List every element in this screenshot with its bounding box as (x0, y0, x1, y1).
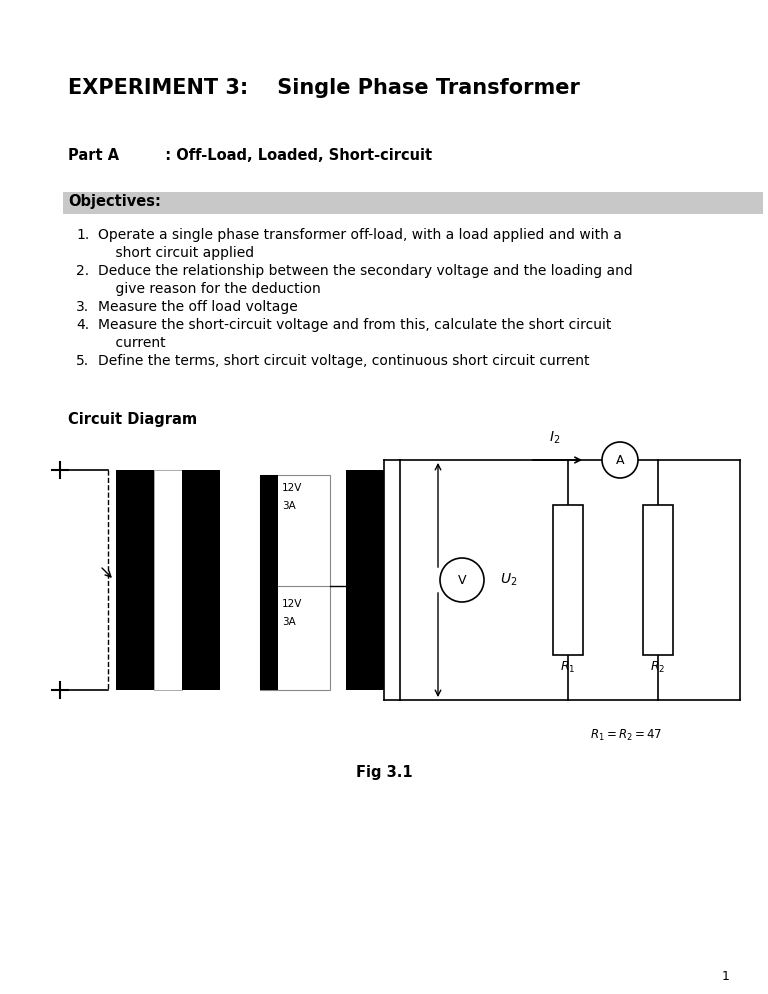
Circle shape (602, 442, 638, 478)
Text: Measure the short-circuit voltage and from this, calculate the short circuit: Measure the short-circuit voltage and fr… (98, 318, 611, 332)
Text: A: A (616, 453, 624, 466)
Text: $R_1 = R_2 =47$: $R_1 = R_2 =47$ (590, 728, 662, 744)
Text: $R_1$: $R_1$ (561, 660, 576, 675)
Text: 12V: 12V (282, 599, 303, 609)
Text: 1: 1 (722, 970, 730, 983)
Text: Deduce the relationship between the secondary voltage and the loading and: Deduce the relationship between the seco… (98, 264, 633, 278)
Text: Operate a single phase transformer off-load, with a load applied and with a: Operate a single phase transformer off-l… (98, 228, 622, 242)
Text: $U_2$: $U_2$ (500, 572, 518, 588)
Text: 12V: 12V (282, 483, 303, 493)
Text: 2.: 2. (76, 264, 89, 278)
Bar (260, 475, 330, 690)
Text: Part A         : Off-Load, Loaded, Short-circuit: Part A : Off-Load, Loaded, Short-circuit (68, 148, 432, 163)
Text: 1.: 1. (76, 228, 89, 242)
Text: current: current (98, 336, 166, 350)
Text: Objectives:: Objectives: (68, 194, 161, 209)
Circle shape (440, 558, 484, 602)
Bar (63, 192, 763, 214)
Text: $I_2$: $I_2$ (549, 430, 561, 446)
Text: 3.: 3. (76, 300, 89, 314)
Text: 4.: 4. (76, 318, 89, 332)
Bar (116, 470, 154, 690)
Text: Define the terms, short circuit voltage, continuous short circuit current: Define the terms, short circuit voltage,… (98, 354, 590, 368)
Text: 3A: 3A (282, 501, 296, 511)
Bar (346, 470, 384, 690)
Text: 5.: 5. (76, 354, 89, 368)
Text: Measure the off load voltage: Measure the off load voltage (98, 300, 298, 314)
Text: EXPERIMENT 3:    Single Phase Transformer: EXPERIMENT 3: Single Phase Transformer (68, 78, 580, 98)
Bar (643, 505, 673, 655)
Bar (553, 505, 583, 655)
Text: V: V (458, 574, 466, 586)
Bar (260, 586, 278, 690)
Bar (182, 470, 220, 690)
Text: give reason for the deduction: give reason for the deduction (98, 282, 321, 296)
Text: short circuit applied: short circuit applied (98, 246, 254, 260)
Text: $R_2$: $R_2$ (650, 660, 666, 675)
Bar (260, 475, 278, 586)
Text: Circuit Diagram: Circuit Diagram (68, 412, 197, 427)
Text: 3A: 3A (282, 617, 296, 627)
Bar (154, 470, 182, 690)
Text: Fig 3.1: Fig 3.1 (356, 765, 412, 780)
